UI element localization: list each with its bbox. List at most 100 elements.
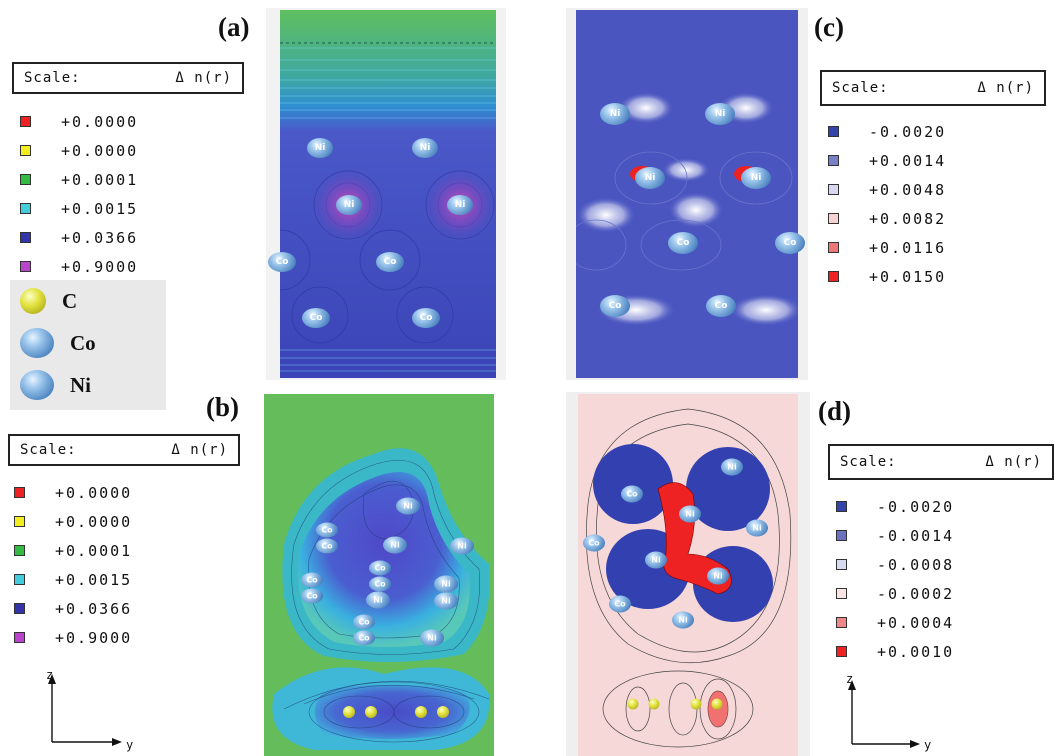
axis-label-y: y [126,738,134,752]
legend-swatch [828,213,839,224]
nickel-atom: Ni [434,592,458,610]
cobalt-atom: Co [353,630,375,646]
scale-word: Scale: [20,442,77,458]
legend-value: -0.0002 [877,584,955,603]
legend-panel-a: +0.0000 +0.0000 +0.0001 +0.0015 +0.0366 +0.90… [20,107,138,281]
legend-row: +0.0082 [828,204,946,233]
scale-word: Scale: [24,70,81,86]
legend-value: +0.0004 [877,613,955,632]
nickel-atom: Ni [741,167,771,189]
legend-value: +0.0000 [61,141,139,160]
carbon-atom [365,706,377,718]
legend-row: +0.0000 [20,136,138,165]
legend-swatch [20,203,31,214]
legend-value: +0.0150 [869,267,947,286]
panel-d-density-map [578,394,798,756]
scale-box-a: Scale: Δ n(r) [12,62,244,94]
legend-value: +0.0000 [55,483,133,502]
scale-word: Scale: [832,80,889,96]
legend-value: +0.9000 [55,628,133,647]
legend-row: +0.9000 [20,252,138,281]
cobalt-atom: Co [583,534,605,552]
cobalt-atom: Co [301,588,323,604]
legend-value: +0.0010 [877,642,955,661]
nickel-atom: Ni [721,458,743,476]
nickel-atom: Ni [635,167,665,189]
legend-row: +0.0015 [20,194,138,223]
legend-panel-b: +0.0000 +0.0000 +0.0001 +0.0015 +0.0366 +0.90… [14,478,132,652]
panel-label-d: (d) [818,396,851,426]
cobalt-atom: Co [369,576,391,592]
legend-value: +0.0048 [869,180,947,199]
legend-swatch [20,116,31,127]
atom-legend-label-ni: Ni [70,372,91,397]
nickel-atom: Ni [420,629,444,647]
legend-swatch [828,126,839,137]
carbon-atom [343,706,355,718]
nickel-atom: Ni [383,536,407,554]
legend-value: +0.0082 [869,209,947,228]
nickel-atom: Ni [746,519,768,537]
legend-value: +0.0366 [55,599,133,618]
legend-row: +0.0366 [14,594,132,623]
carbon-atom [690,698,702,710]
scale-symbol: Δ n(r) [175,70,232,86]
axis-label-z: z [46,668,54,682]
atom-legend-label-co: Co [70,330,96,355]
cobalt-atom: Co [302,308,330,328]
atom-legend-row-cobalt: Co [10,322,166,364]
nickel-atom: Ni [672,611,694,629]
legend-value: -0.0008 [877,555,955,574]
scale-word: Scale: [840,454,897,470]
legend-swatch [836,530,847,541]
cobalt-atom: Co [621,485,643,503]
panel-label-c: (c) [814,12,844,42]
cobalt-atom: Co [268,252,296,272]
carbon-atom [711,698,723,710]
cobalt-atom: Co [369,560,391,576]
nickel-atom: Ni [679,505,701,523]
legend-value: +0.0000 [61,112,139,131]
legend-row: +0.0001 [14,536,132,565]
legend-swatch [828,242,839,253]
atom-legend: C Co Ni [10,280,166,410]
legend-swatch [14,632,25,643]
legend-value: -0.0020 [869,122,947,141]
legend-row: +0.0000 [14,507,132,536]
legend-swatch [836,559,847,570]
legend-row: +0.9000 [14,623,132,652]
legend-value: +0.9000 [61,257,139,276]
carbon-atom [415,706,427,718]
cobalt-atom: Co [316,538,338,554]
legend-swatch [836,617,847,628]
cobalt-atom: Co [609,595,631,613]
cobalt-atom-icon [20,328,54,358]
nickel-atom: Ni [307,138,333,158]
legend-swatch [14,574,25,585]
scale-symbol: Δ n(r) [985,454,1042,470]
atom-legend-row-nickel: Ni [10,364,166,406]
legend-row: -0.0014 [836,521,954,550]
panel-label-a: (a) [218,12,250,42]
axis-label-y: y [924,738,932,752]
legend-row: -0.0020 [836,492,954,521]
scale-box-b: Scale: Δ n(r) [8,434,240,466]
legend-value: -0.0020 [877,497,955,516]
legend-swatch [828,271,839,282]
atom-legend-label-c: C [62,288,78,313]
legend-row: +0.0010 [836,637,954,666]
carbon-atom [437,706,449,718]
legend-row: +0.0015 [14,565,132,594]
legend-value: +0.0366 [61,228,139,247]
axis-indicator-right [848,680,920,748]
panel-label-b: (b) [206,392,239,422]
legend-swatch [836,501,847,512]
legend-panel-c: -0.0020 +0.0014 +0.0048 +0.0082 +0.0116 +0.01… [828,117,946,291]
nickel-atom: Ni [434,575,458,593]
legend-value: +0.0000 [55,512,133,531]
legend-swatch [836,588,847,599]
nickel-atom: Ni [412,138,438,158]
legend-swatch [14,487,25,498]
legend-value: -0.0014 [877,526,955,545]
cobalt-atom: Co [775,232,805,254]
